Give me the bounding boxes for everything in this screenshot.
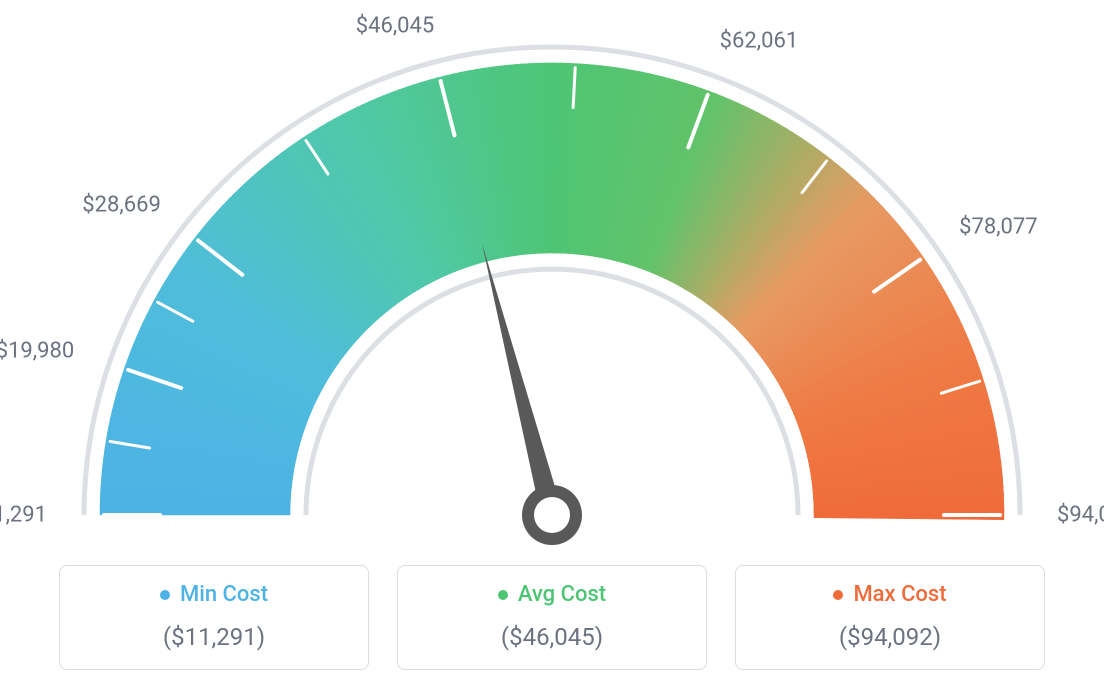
gauge-scale-label: $28,669 [82,193,161,218]
legend-card-avg: Avg Cost ($46,045) [397,565,707,670]
cost-gauge-chart: $11,291 $19,980 $28,669 $46,045 $62,061 $78,0… [0,0,1104,690]
legend-card-min: Min Cost ($11,291) [59,565,369,670]
gauge-needle-hub-hole [534,497,570,533]
legend-title: Max Cost [833,582,946,607]
legend-title: Min Cost [160,582,268,607]
legend-label: Max Cost [853,582,946,607]
legend-title: Avg Cost [498,582,606,607]
gauge-scale-label: $19,980 [0,339,74,364]
gauge-scale-label: $46,045 [356,13,435,38]
gauge-needle [482,244,563,518]
legend-label: Min Cost [180,582,268,607]
gauge-scale-label: $78,077 [959,215,1038,240]
gauge-gradient-arc [100,63,1004,520]
legend-dot-icon [498,590,508,600]
legend-value: ($94,092) [746,623,1034,651]
gauge-scale-label: $11,291 [0,503,47,528]
gauge-scale-label: $94,092 [1057,503,1104,528]
legend-label: Avg Cost [518,582,606,607]
gauge-scale-label: $62,061 [720,29,799,54]
gauge-svg [0,0,1104,560]
legend-dot-icon [160,590,170,600]
legend-value: ($46,045) [408,623,696,651]
legend-row: Min Cost ($11,291) Avg Cost ($46,045) Max Co… [0,565,1104,670]
legend-value: ($11,291) [70,623,358,651]
legend-dot-icon [833,590,843,600]
legend-card-max: Max Cost ($94,092) [735,565,1045,670]
gauge-area: $11,291 $19,980 $28,669 $46,045 $62,061 $78,0… [0,0,1104,560]
